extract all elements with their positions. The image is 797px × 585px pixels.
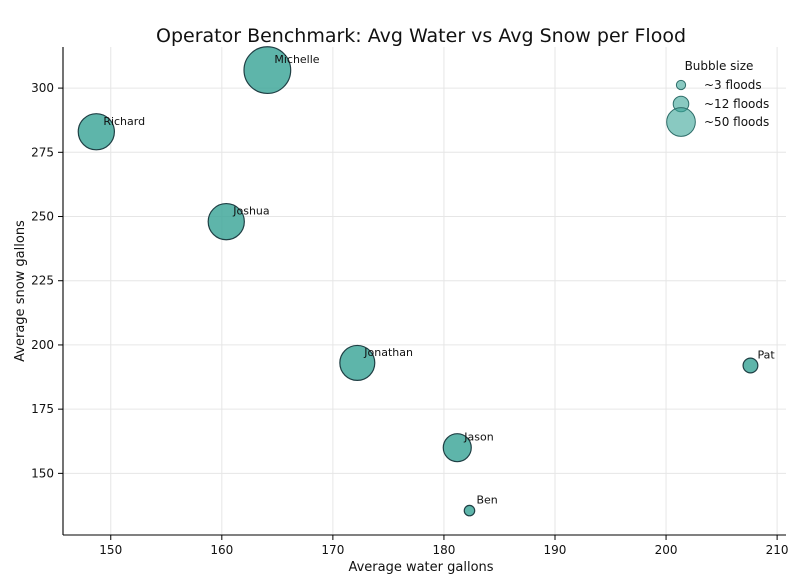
- grid-layer: [63, 47, 786, 535]
- bubble-label-richard: Richard: [103, 115, 145, 128]
- bubble-label-jason: Jason: [463, 431, 493, 444]
- y-tick-label: 225: [31, 274, 54, 288]
- legend-entry-label: ~12 floods: [704, 97, 769, 111]
- bubble-pat: [742, 357, 759, 374]
- bubble-ben: [463, 504, 476, 517]
- bubble-jonathan: [339, 344, 376, 381]
- x-tick-label: 200: [655, 543, 678, 557]
- legend: Bubble size ~3 floods ~12 floods ~50 flood…: [666, 59, 769, 137]
- y-tick-label: 275: [31, 145, 54, 159]
- x-tick-label: 210: [766, 543, 789, 557]
- x-tick-label: 180: [432, 543, 455, 557]
- bubble-label-jonathan: Jonathan: [363, 346, 413, 359]
- bubble-label-joshua: Joshua: [232, 205, 269, 218]
- legend-title: Bubble size: [685, 59, 754, 73]
- y-tick-label: 250: [31, 210, 54, 224]
- bubble-layer: Michelle Richard Joshua Jonathan Pat Jason Ben: [77, 46, 775, 517]
- axes-layer: 150 160 170 180 190 200 210 150 175 200 225 250 275 3…: [31, 47, 789, 557]
- x-tick-label: 150: [99, 543, 122, 557]
- bubble-jason: [442, 433, 472, 463]
- bubble-richard: [77, 113, 115, 151]
- x-tick-label: 160: [210, 543, 233, 557]
- y-tick-label: 175: [31, 402, 54, 416]
- bubble-joshua: [207, 202, 245, 241]
- legend-entry-label: ~3 floods: [704, 78, 762, 92]
- y-tick-label: 150: [31, 466, 54, 480]
- x-axis-label: Average water gallons: [348, 560, 493, 575]
- y-tick-label: 200: [31, 338, 54, 352]
- chart-title: Operator Benchmark: Avg Water vs Avg Sno…: [156, 25, 686, 47]
- legend-entry-label: ~50 floods: [704, 115, 769, 129]
- bubble-label-ben: Ben: [476, 494, 497, 507]
- bubble-label-pat: Pat: [757, 348, 775, 361]
- y-axis-label: Average snow gallons: [13, 220, 28, 362]
- y-tick-label: 300: [31, 81, 54, 95]
- x-tick-label: 170: [321, 543, 344, 557]
- x-tick-label: 190: [544, 543, 567, 557]
- legend-bubble: [675, 79, 687, 91]
- legend-bubble: [666, 107, 696, 137]
- bubble-label-michelle: Michelle: [274, 53, 319, 66]
- bubble-michelle: [243, 46, 292, 95]
